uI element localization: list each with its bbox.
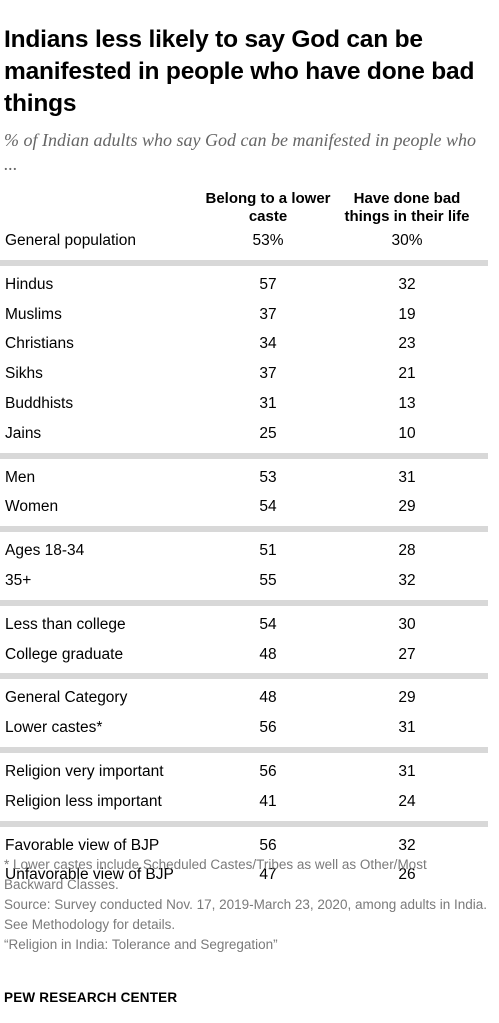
table-row: Less than college 54 30 [0,611,499,641]
row-label: Religion less important [5,792,162,810]
value-bad-things: 13 [398,395,416,412]
value-lower-caste: 47 [259,866,277,884]
table-row: Women 54 29 [0,493,499,523]
column-header-bad-things: Have done bad things in their life [344,190,470,225]
value-bad-things: 28 [398,542,416,560]
table-row: Sikhs 37 21 [0,360,499,390]
value-bad-things: 32 [398,275,416,293]
value-lower-caste: 25 [259,424,277,442]
group-separator [0,259,488,266]
footnote-lower-castes: * Lower castes include Scheduled Castes/… [4,857,427,892]
value-bad-things: 23 [398,335,416,353]
row-label: Lower castes* [5,719,103,737]
value-lower-caste: 48 [259,645,277,663]
table-row: Muslims 37 19 [0,301,499,331]
table-row: Lower castes* 56 31 [0,714,499,744]
value-lower-caste: 51 [259,542,277,560]
row-label: Women [5,498,59,516]
row-label: Muslims [5,305,62,323]
row-label: Buddhists [5,395,74,412]
row-label: Religion very important [5,763,164,780]
value-lower-caste: 41 [259,792,277,810]
value-lower-caste: 53% [252,232,284,249]
value-bad-things: 27 [398,645,416,663]
value-bad-things: 31 [398,719,416,737]
row-label: Sikhs [5,365,43,383]
row-label: College graduate [5,645,124,663]
table-row: 35+ 55 32 [0,567,499,597]
value-bad-things: 21 [398,365,416,383]
table-row: General Category 48 29 [0,684,499,714]
value-lower-caste: 55 [259,572,277,589]
value-lower-caste: 56 [259,836,277,854]
row-label: Ages 18-34 [5,542,85,560]
column-header-lower-caste: Belong to a lower caste [205,190,331,225]
table-row: Buddhists 31 13 [0,390,499,420]
value-lower-caste: 37 [259,365,277,383]
table-row: General population 53% 30% [0,227,499,257]
row-label: General population [5,232,136,249]
value-lower-caste: 53 [259,468,277,486]
group-separator [0,747,488,753]
row-label: Hindus [5,275,54,293]
row-label: Favorable view of BJP [5,836,160,854]
value-bad-things: 32 [398,836,416,854]
group-separator [0,526,488,533]
table-row: Unfavorable view of BJP 47 26 [0,861,499,891]
row-label: Unfavorable view of BJP [5,866,174,884]
value-bad-things: 31 [398,763,416,780]
value-lower-caste: 54 [259,615,277,633]
value-lower-caste: 54 [259,498,277,516]
table-row: Religion less important 41 24 [0,788,499,818]
value-bad-things: 26 [398,866,416,884]
value-bad-things: 30% [391,232,423,249]
row-label: Less than college [5,615,126,633]
group-separator [0,599,488,606]
value-lower-caste: 37 [259,305,277,323]
row-label: Men [5,468,36,486]
value-bad-things: 10 [398,424,416,442]
value-bad-things: 30 [398,615,416,633]
row-label: Christians [5,335,74,353]
value-lower-caste: 57 [259,275,277,293]
value-bad-things: 29 [398,689,416,707]
source-note: Source: Survey conducted Nov. 17, 2019-M… [4,897,488,932]
value-bad-things: 24 [398,792,416,810]
group-separator [0,452,488,459]
value-bad-things: 32 [398,572,416,589]
row-label: General Category [5,689,128,707]
table-row: Christians 34 23 [0,330,499,360]
table-row: Jains 25 10 [0,420,499,450]
value-bad-things: 29 [398,498,416,516]
table-row: Hindus 57 32 [0,271,499,301]
chart-subtitle: % of Indian adults who say God can be ma… [4,130,476,174]
row-label: 35+ [5,572,32,589]
table-row: Favorable view of BJP 56 32 [0,832,499,862]
value-lower-caste: 31 [259,395,277,412]
value-lower-caste: 48 [259,689,277,707]
chart-title: Indians less likely to say God can be ma… [4,26,475,117]
value-bad-things: 19 [398,305,416,323]
value-lower-caste: 56 [259,719,277,737]
value-lower-caste: 34 [259,335,277,353]
pew-research-center-logo: PEW RESEARCH CENTER [4,990,178,1005]
table-row: Men 53 31 [0,464,499,494]
report-title-note: “Religion in India: Tolerance and Segreg… [4,937,278,952]
table-row: Religion very important 56 31 [0,758,499,788]
table-row: Ages 18-34 51 28 [0,537,499,567]
value-bad-things: 31 [398,468,416,486]
group-separator [0,673,488,680]
table-row: College graduate 48 27 [0,641,499,671]
group-separator [0,820,488,827]
value-lower-caste: 56 [259,763,277,780]
row-label: Jains [5,424,42,442]
